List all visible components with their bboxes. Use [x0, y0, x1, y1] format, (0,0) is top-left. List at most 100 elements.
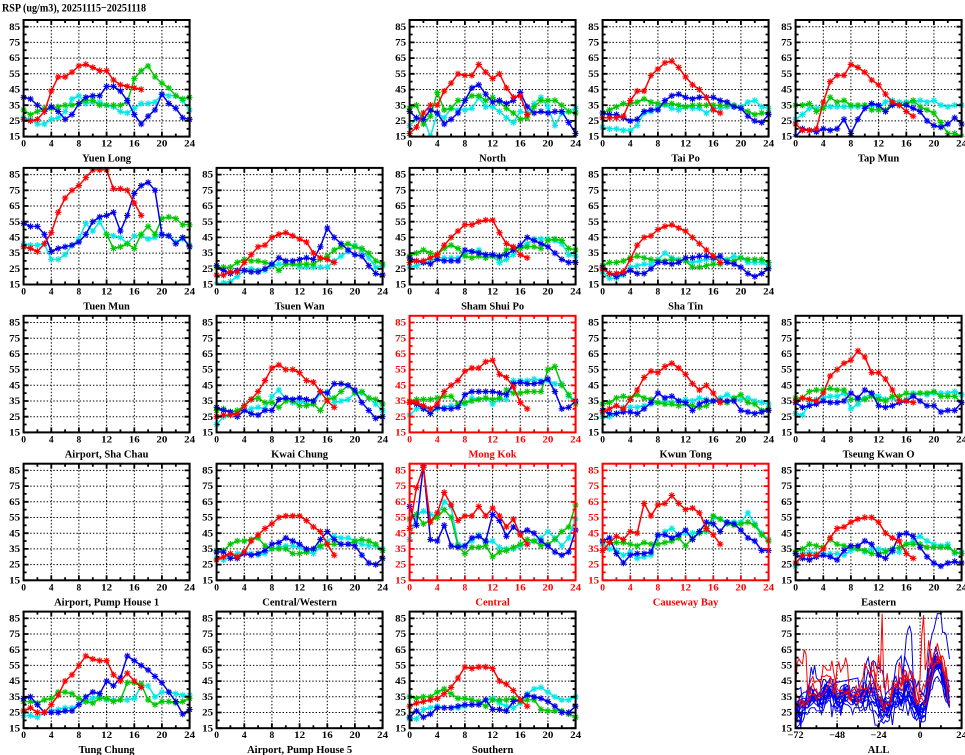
svg-text:4: 4: [49, 731, 54, 741]
svg-text:65: 65: [781, 498, 792, 508]
svg-text:0: 0: [214, 288, 219, 298]
svg-text:12: 12: [294, 435, 305, 445]
svg-text:4: 4: [628, 140, 633, 150]
svg-text:35: 35: [588, 249, 599, 259]
svg-text:0: 0: [214, 583, 219, 593]
svg-text:Sham Shui Po: Sham Shui Po: [461, 302, 524, 313]
svg-text:4: 4: [435, 435, 440, 445]
svg-text:15: 15: [9, 281, 20, 291]
svg-text:15: 15: [588, 133, 599, 143]
svg-text:Central/Western: Central/Western: [262, 597, 337, 608]
svg-text:20: 20: [928, 583, 939, 593]
svg-text:25: 25: [395, 709, 406, 719]
svg-text:35: 35: [202, 545, 213, 555]
svg-text:20: 20: [735, 288, 746, 298]
svg-text:45: 45: [9, 677, 20, 687]
svg-text:20: 20: [156, 140, 167, 150]
svg-text:16: 16: [901, 583, 912, 593]
svg-text:45: 45: [781, 86, 792, 96]
svg-text:20: 20: [928, 140, 939, 150]
svg-text:8: 8: [77, 731, 82, 741]
svg-text:35: 35: [588, 397, 599, 407]
svg-text:24: 24: [763, 140, 774, 150]
svg-text:12: 12: [101, 288, 112, 298]
svg-text:25: 25: [202, 561, 213, 571]
svg-text:45: 45: [395, 86, 406, 96]
svg-text:0: 0: [214, 731, 219, 741]
svg-text:12: 12: [294, 288, 305, 298]
svg-text:0: 0: [918, 731, 923, 741]
svg-text:85: 85: [781, 319, 792, 329]
svg-text:45: 45: [588, 86, 599, 96]
svg-text:25: 25: [202, 265, 213, 275]
svg-text:8: 8: [463, 288, 468, 298]
svg-text:35: 35: [9, 545, 20, 555]
svg-text:16: 16: [322, 288, 333, 298]
svg-text:45: 45: [588, 529, 599, 539]
svg-text:75: 75: [9, 39, 20, 49]
svg-text:65: 65: [781, 646, 792, 656]
svg-text:35: 35: [781, 101, 792, 111]
svg-text:25: 25: [781, 561, 792, 571]
svg-text:0: 0: [793, 435, 798, 445]
svg-text:35: 35: [781, 693, 792, 703]
svg-text:85: 85: [202, 171, 213, 181]
svg-text:24: 24: [570, 583, 581, 593]
svg-text:8: 8: [656, 435, 661, 445]
svg-text:25: 25: [781, 413, 792, 423]
svg-text:45: 45: [202, 234, 213, 244]
svg-text:85: 85: [202, 319, 213, 329]
svg-text:20: 20: [156, 288, 167, 298]
svg-text:55: 55: [395, 662, 406, 672]
svg-text:4: 4: [821, 583, 826, 593]
svg-text:15: 15: [781, 133, 792, 143]
svg-text:55: 55: [781, 514, 792, 524]
svg-text:Kwun Tong: Kwun Tong: [659, 449, 712, 460]
svg-text:20: 20: [735, 140, 746, 150]
svg-text:24: 24: [763, 288, 774, 298]
svg-text:45: 45: [395, 234, 406, 244]
svg-text:24: 24: [570, 288, 581, 298]
svg-text:8: 8: [849, 583, 854, 593]
svg-text:12: 12: [101, 583, 112, 593]
svg-text:0: 0: [21, 140, 26, 150]
svg-text:20: 20: [349, 288, 360, 298]
svg-text:0: 0: [793, 140, 798, 150]
svg-text:4: 4: [628, 288, 633, 298]
svg-text:12: 12: [294, 731, 305, 741]
svg-text:4: 4: [242, 731, 247, 741]
svg-text:8: 8: [656, 140, 661, 150]
svg-text:20: 20: [542, 731, 553, 741]
svg-text:20: 20: [542, 435, 553, 445]
svg-text:25: 25: [781, 117, 792, 127]
svg-text:15: 15: [781, 429, 792, 439]
svg-text:Tung Chung: Tung Chung: [79, 745, 136, 755]
svg-text:20: 20: [156, 435, 167, 445]
svg-text:16: 16: [708, 435, 719, 445]
svg-text:24: 24: [377, 288, 388, 298]
svg-text:16: 16: [129, 583, 140, 593]
svg-text:85: 85: [588, 467, 599, 477]
svg-text:55: 55: [202, 366, 213, 376]
svg-text:24: 24: [763, 583, 774, 593]
svg-text:16: 16: [129, 435, 140, 445]
svg-text:0: 0: [407, 583, 412, 593]
svg-text:24: 24: [956, 583, 965, 593]
svg-text:35: 35: [395, 101, 406, 111]
svg-text:15: 15: [202, 576, 213, 586]
svg-text:45: 45: [781, 529, 792, 539]
svg-text:16: 16: [322, 435, 333, 445]
svg-text:75: 75: [9, 482, 20, 492]
svg-text:35: 35: [781, 397, 792, 407]
svg-text:15: 15: [9, 429, 20, 439]
svg-text:85: 85: [395, 467, 406, 477]
svg-text:65: 65: [202, 498, 213, 508]
svg-text:45: 45: [9, 529, 20, 539]
svg-text:8: 8: [463, 731, 468, 741]
svg-text:8: 8: [270, 435, 275, 445]
svg-text:55: 55: [588, 514, 599, 524]
svg-text:45: 45: [395, 529, 406, 539]
svg-text:0: 0: [21, 435, 26, 445]
svg-text:16: 16: [515, 288, 526, 298]
svg-text:12: 12: [680, 435, 691, 445]
